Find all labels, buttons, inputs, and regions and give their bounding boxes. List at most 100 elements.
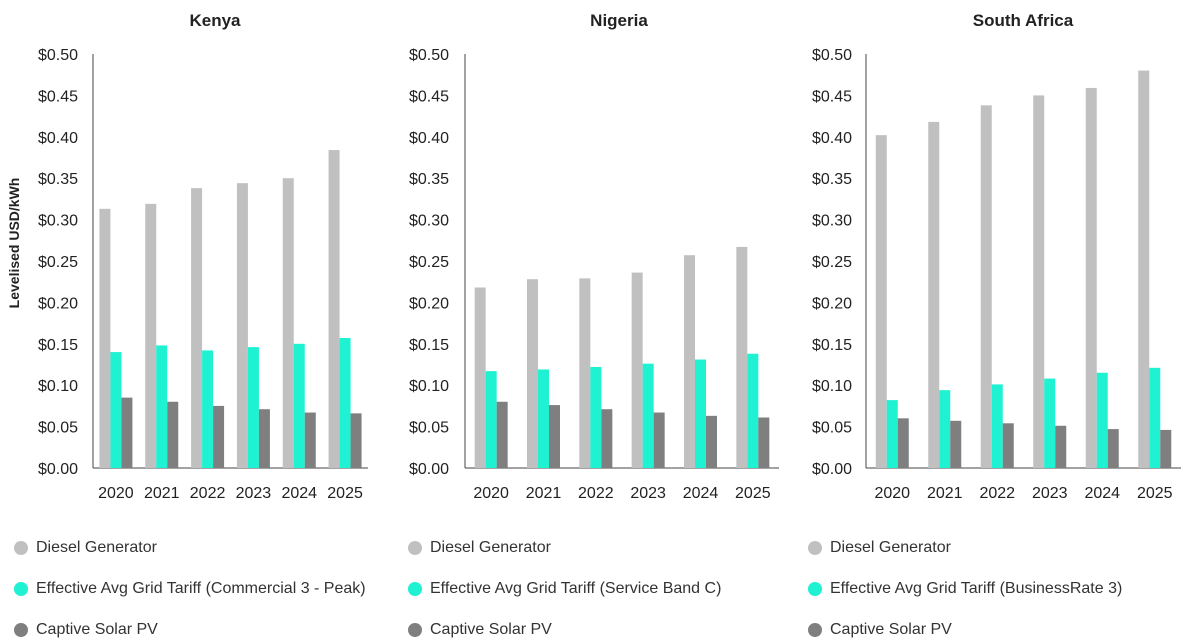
bar-captive-solar-pv-2022 bbox=[213, 405, 225, 468]
bar-captive-solar-pv-2023 bbox=[1055, 425, 1067, 468]
y-axis-title: Levelised USD/kWh bbox=[6, 178, 22, 309]
bar-diesel-generator-2021 bbox=[928, 121, 940, 469]
y-tick-label: $0.40 bbox=[38, 130, 78, 147]
bar-captive-solar-pv-2023 bbox=[258, 409, 270, 468]
bar-diesel-generator-2023 bbox=[631, 272, 643, 468]
legend-label: Diesel Generator bbox=[36, 539, 157, 556]
x-tick-label: 2023 bbox=[236, 485, 272, 502]
legend-swatch bbox=[14, 582, 28, 596]
legend-label: Captive Solar PV bbox=[430, 621, 552, 638]
bar-captive-solar-pv-2024 bbox=[304, 412, 316, 468]
bar-diesel-generator-2021 bbox=[145, 203, 157, 469]
bar-effective-avg-grid-tariff-commercial-3-peak-2023 bbox=[247, 347, 259, 468]
bar-diesel-generator-2023 bbox=[236, 183, 248, 468]
y-tick-label: $0.30 bbox=[38, 213, 78, 230]
legend-label: Diesel Generator bbox=[430, 539, 551, 556]
bar-captive-solar-pv-2022 bbox=[601, 409, 613, 468]
y-tick-label: $0.45 bbox=[812, 88, 852, 105]
x-tick-label: 2025 bbox=[1137, 485, 1173, 502]
chart-title: South Africa bbox=[973, 11, 1074, 30]
bar-captive-solar-pv-2021 bbox=[950, 420, 962, 468]
bar-effective-avg-grid-tariff-businessrate-3-2023 bbox=[1044, 378, 1056, 468]
legend-label: Effective Avg Grid Tariff (Service Band … bbox=[430, 580, 722, 597]
bar-captive-solar-pv-2022 bbox=[1002, 423, 1014, 468]
bar-diesel-generator-2023 bbox=[1033, 95, 1045, 469]
legend-swatch bbox=[808, 623, 822, 637]
bar-effective-avg-grid-tariff-service-band-c-2021 bbox=[538, 369, 549, 468]
y-tick-label: $0.30 bbox=[409, 213, 449, 230]
legend-swatch bbox=[408, 541, 422, 555]
x-tick-label: 2025 bbox=[735, 485, 771, 502]
bar-effective-avg-grid-tariff-businessrate-3-2024 bbox=[1096, 372, 1108, 468]
y-tick-label: $0.00 bbox=[812, 461, 852, 478]
legend-swatch bbox=[808, 582, 822, 596]
bar-captive-solar-pv-2021 bbox=[549, 405, 560, 468]
bar-effective-avg-grid-tariff-commercial-3-peak-2020 bbox=[110, 352, 122, 468]
legend-swatch bbox=[408, 582, 422, 596]
y-tick-label: $0.45 bbox=[409, 88, 449, 105]
x-tick-label: 2022 bbox=[190, 485, 226, 502]
y-tick-label: $0.15 bbox=[812, 337, 852, 354]
bar-effective-avg-grid-tariff-businessrate-3-2020 bbox=[886, 400, 898, 468]
bar-diesel-generator-2021 bbox=[527, 279, 538, 468]
x-tick-label: 2020 bbox=[874, 485, 910, 502]
bar-effective-avg-grid-tariff-commercial-3-peak-2022 bbox=[202, 350, 214, 468]
chart-title: Nigeria bbox=[590, 11, 648, 30]
bar-effective-avg-grid-tariff-commercial-3-peak-2024 bbox=[293, 343, 305, 468]
y-tick-label: $0.30 bbox=[812, 213, 852, 230]
y-tick-label: $0.20 bbox=[38, 295, 78, 312]
bar-effective-avg-grid-tariff-service-band-c-2025 bbox=[747, 353, 759, 468]
bar-captive-solar-pv-2024 bbox=[706, 415, 717, 468]
bar-effective-avg-grid-tariff-commercial-3-peak-2025 bbox=[339, 338, 351, 468]
bar-captive-solar-pv-2025 bbox=[350, 413, 362, 468]
y-tick-label: $0.05 bbox=[38, 420, 78, 437]
bar-diesel-generator-2024 bbox=[282, 178, 294, 468]
chart-title: Kenya bbox=[189, 11, 241, 30]
x-tick-label: 2021 bbox=[927, 485, 963, 502]
y-tick-label: $0.35 bbox=[409, 171, 449, 188]
bar-diesel-generator-2022 bbox=[980, 105, 992, 468]
bar-effective-avg-grid-tariff-commercial-3-peak-2021 bbox=[156, 345, 168, 468]
bar-diesel-generator-2025 bbox=[736, 246, 748, 468]
bar-diesel-generator-2020 bbox=[474, 287, 486, 468]
bar-captive-solar-pv-2020 bbox=[121, 397, 133, 468]
x-tick-label: 2023 bbox=[1032, 485, 1068, 502]
y-tick-label: $0.50 bbox=[38, 47, 78, 64]
bar-effective-avg-grid-tariff-service-band-c-2023 bbox=[642, 363, 654, 468]
y-tick-label: $0.20 bbox=[409, 295, 449, 312]
legend-label: Effective Avg Grid Tariff (BusinessRate … bbox=[830, 580, 1123, 597]
y-tick-label: $0.50 bbox=[409, 47, 449, 64]
bar-captive-solar-pv-2021 bbox=[167, 401, 179, 468]
x-tick-label: 2025 bbox=[327, 485, 363, 502]
bar-effective-avg-grid-tariff-businessrate-3-2025 bbox=[1149, 367, 1161, 468]
legend-swatch bbox=[14, 541, 28, 555]
y-tick-label: $0.10 bbox=[38, 378, 78, 395]
y-tick-label: $0.35 bbox=[38, 171, 78, 188]
x-tick-label: 2020 bbox=[98, 485, 134, 502]
x-tick-label: 2023 bbox=[630, 485, 666, 502]
y-tick-label: $0.25 bbox=[38, 254, 78, 271]
bar-captive-solar-pv-2020 bbox=[897, 418, 909, 468]
bar-diesel-generator-2025 bbox=[1138, 70, 1150, 468]
legend-label: Effective Avg Grid Tariff (Commercial 3 … bbox=[36, 580, 366, 597]
y-tick-label: $0.00 bbox=[409, 461, 449, 478]
bar-captive-solar-pv-2025 bbox=[1160, 429, 1172, 468]
x-tick-label: 2024 bbox=[1084, 485, 1120, 502]
bar-captive-solar-pv-2024 bbox=[1107, 429, 1119, 468]
y-tick-label: $0.05 bbox=[409, 420, 449, 437]
bar-effective-avg-grid-tariff-service-band-c-2024 bbox=[695, 359, 706, 468]
y-tick-label: $0.40 bbox=[409, 130, 449, 147]
bar-diesel-generator-2020 bbox=[99, 208, 111, 468]
bar-captive-solar-pv-2020 bbox=[496, 401, 508, 468]
bar-effective-avg-grid-tariff-service-band-c-2020 bbox=[485, 371, 497, 468]
bar-diesel-generator-2020 bbox=[875, 135, 887, 469]
y-tick-label: $0.15 bbox=[38, 337, 78, 354]
bar-captive-solar-pv-2023 bbox=[653, 412, 665, 468]
y-tick-label: $0.05 bbox=[812, 420, 852, 437]
bar-effective-avg-grid-tariff-businessrate-3-2021 bbox=[939, 390, 951, 468]
y-tick-label: $0.25 bbox=[409, 254, 449, 271]
y-tick-label: $0.35 bbox=[812, 171, 852, 188]
x-tick-label: 2022 bbox=[979, 485, 1015, 502]
legend-swatch bbox=[808, 541, 822, 555]
